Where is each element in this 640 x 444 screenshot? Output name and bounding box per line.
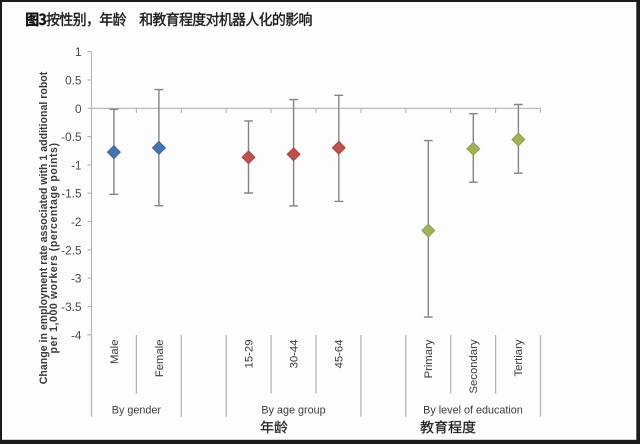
svg-text:45-64: 45-64 xyxy=(333,340,345,369)
svg-text:1: 1 xyxy=(75,45,82,59)
svg-text:Tertiary: Tertiary xyxy=(513,339,525,376)
svg-text:By level of education: By level of education xyxy=(423,405,523,417)
svg-text:Primary: Primary xyxy=(423,339,435,378)
svg-text:-3: -3 xyxy=(71,272,82,286)
svg-text:15-29: 15-29 xyxy=(243,340,255,369)
svg-text:-2: -2 xyxy=(71,215,82,229)
svg-text:By gender: By gender xyxy=(112,405,162,417)
svg-text:Male: Male xyxy=(109,340,121,365)
svg-text:0.5: 0.5 xyxy=(65,74,82,88)
svg-text:-0.5: -0.5 xyxy=(61,130,82,144)
svg-text:0: 0 xyxy=(75,102,82,116)
svg-text:-4: -4 xyxy=(71,328,82,342)
svg-text:Secondary: Secondary xyxy=(468,339,480,393)
svg-text:Change in employment rate asso: Change in employment rate associated wit… xyxy=(38,71,50,384)
svg-text:-3.5: -3.5 xyxy=(61,300,82,314)
svg-text:per 1,000 workers (percentage: per 1,000 workers (percentage points) xyxy=(48,142,60,353)
svg-text:By age group: By age group xyxy=(261,405,325,417)
svg-text:Female: Female xyxy=(154,340,166,378)
svg-text:-1: -1 xyxy=(71,158,82,172)
svg-text:30-44: 30-44 xyxy=(288,340,300,369)
svg-text:-1.5: -1.5 xyxy=(61,187,82,201)
svg-text:-2.5: -2.5 xyxy=(61,243,82,257)
